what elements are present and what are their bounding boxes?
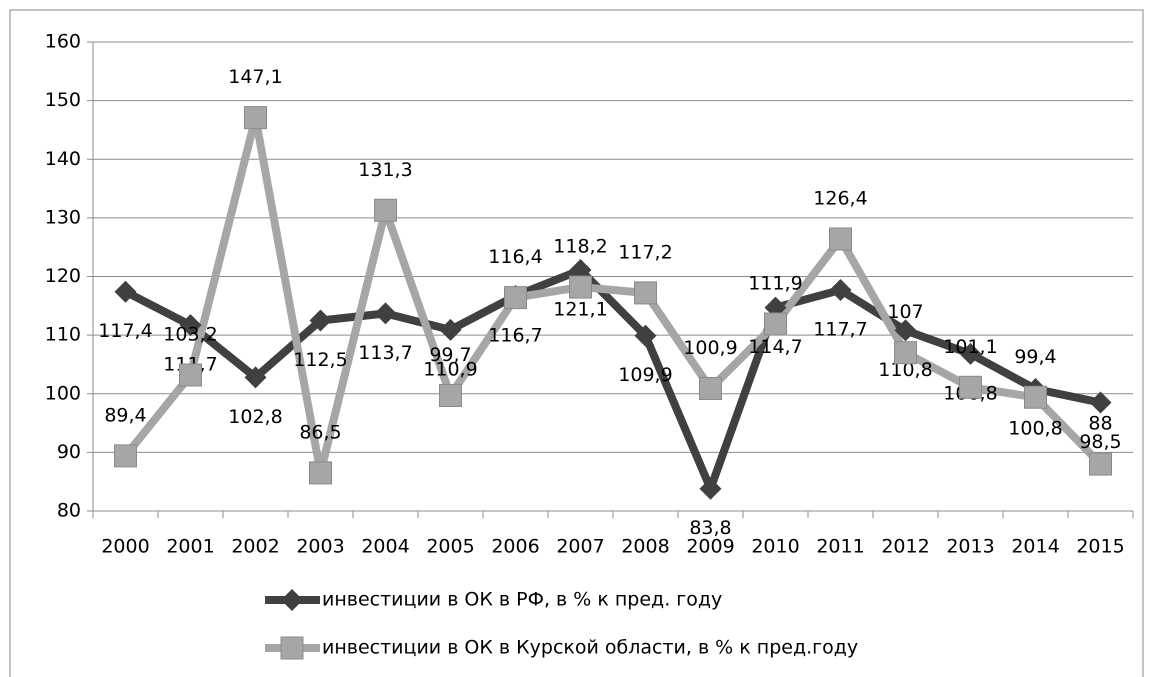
y-tick-label: 130 [45, 206, 81, 228]
data-point [244, 366, 267, 389]
data-label: 147,1 [228, 66, 282, 88]
data-label: 131,3 [358, 159, 412, 181]
data-label: 86,5 [299, 421, 341, 443]
data-point [1089, 391, 1112, 414]
x-tick-label: 2009 [686, 536, 734, 558]
series-line [123, 266, 1102, 493]
data-point [634, 281, 657, 305]
y-tick-label: 120 [45, 265, 81, 287]
data-point [179, 314, 202, 337]
data-point [764, 312, 787, 336]
x-tick-label: 2001 [166, 536, 214, 558]
data-point [829, 278, 852, 301]
data-point [309, 461, 332, 485]
x-tick-label: 2000 [101, 536, 149, 558]
data-label: 116,7 [488, 324, 542, 346]
x-tick-label: 2011 [816, 536, 864, 558]
data-point [699, 477, 722, 500]
data-point [1089, 452, 1112, 476]
data-label: 88 [1088, 413, 1112, 435]
data-label: 100,8 [1008, 418, 1062, 440]
data-label: 118,2 [553, 236, 607, 258]
legend-marker [281, 589, 303, 611]
data-label: 110,9 [423, 358, 477, 380]
data-label: 111,9 [748, 272, 802, 294]
data-point [439, 384, 462, 408]
y-tick-label: 140 [45, 148, 81, 170]
data-point [1024, 385, 1047, 409]
x-tick-label: 2006 [491, 536, 539, 558]
data-label: 99,7 [429, 344, 471, 366]
data-label: 112,5 [293, 349, 347, 371]
data-point [439, 318, 462, 341]
x-tick-label: 2013 [946, 536, 994, 558]
y-tick-label: 150 [45, 89, 81, 111]
data-label: 89,4 [104, 404, 146, 426]
data-point [894, 341, 917, 365]
data-label: 126,4 [813, 187, 867, 209]
x-tick-label: 2014 [1011, 536, 1059, 558]
data-point [569, 259, 592, 282]
data-point [114, 280, 137, 303]
data-point [959, 375, 982, 399]
data-label: 102,8 [228, 406, 282, 428]
data-label: 83,8 [689, 517, 731, 539]
data-point [374, 198, 397, 222]
data-point [114, 444, 137, 468]
legend-label: инвестиции в ОК в Курской области, в % к… [322, 637, 858, 659]
data-point [699, 376, 722, 400]
x-tick-label: 2010 [751, 536, 799, 558]
y-tick-label: 160 [45, 31, 81, 53]
data-label: 114,7 [748, 336, 802, 358]
x-tick-label: 2004 [361, 536, 409, 558]
data-label: 99,4 [1014, 346, 1056, 368]
x-tick-label: 2003 [296, 536, 344, 558]
data-label: 110,8 [878, 359, 932, 381]
data-label: 101,1 [943, 336, 997, 358]
x-tick-label: 2002 [231, 536, 279, 558]
data-label: 116,4 [488, 246, 542, 268]
data-point [569, 275, 592, 299]
y-tick-label: 110 [45, 324, 81, 346]
data-point [829, 227, 852, 251]
data-label: 117,2 [618, 241, 672, 263]
data-point [309, 309, 332, 332]
data-label: 109,9 [618, 364, 672, 386]
data-point [374, 302, 397, 325]
data-point [959, 342, 982, 365]
x-tick-label: 2007 [556, 536, 604, 558]
x-tick-label: 2008 [621, 536, 669, 558]
x-tick-label: 2005 [426, 536, 474, 558]
data-point [504, 286, 527, 310]
data-point [179, 363, 202, 387]
data-label: 117,4 [98, 320, 152, 342]
y-tick-label: 90 [57, 441, 81, 463]
data-label: 121,1 [553, 299, 607, 321]
x-tick-label: 2015 [1076, 536, 1124, 558]
data-label: 117,7 [813, 318, 867, 340]
data-label: 100,9 [683, 337, 737, 359]
chart-frame [9, 9, 1144, 677]
data-label: 113,7 [358, 342, 412, 364]
data-label: 107 [887, 301, 923, 323]
data-label: 103,2 [163, 323, 217, 345]
data-label: 98,5 [1079, 431, 1121, 453]
x-tick-label: 2012 [881, 536, 929, 558]
data-point [894, 319, 917, 342]
legend-marker [280, 636, 304, 660]
data-point [244, 106, 267, 130]
y-tick-label: 80 [57, 500, 81, 522]
data-point [634, 324, 657, 347]
y-tick-label: 100 [45, 382, 81, 404]
series-line [122, 113, 1104, 477]
legend-label: инвестиции в ОК в РФ, в % к пред. году [322, 589, 722, 611]
